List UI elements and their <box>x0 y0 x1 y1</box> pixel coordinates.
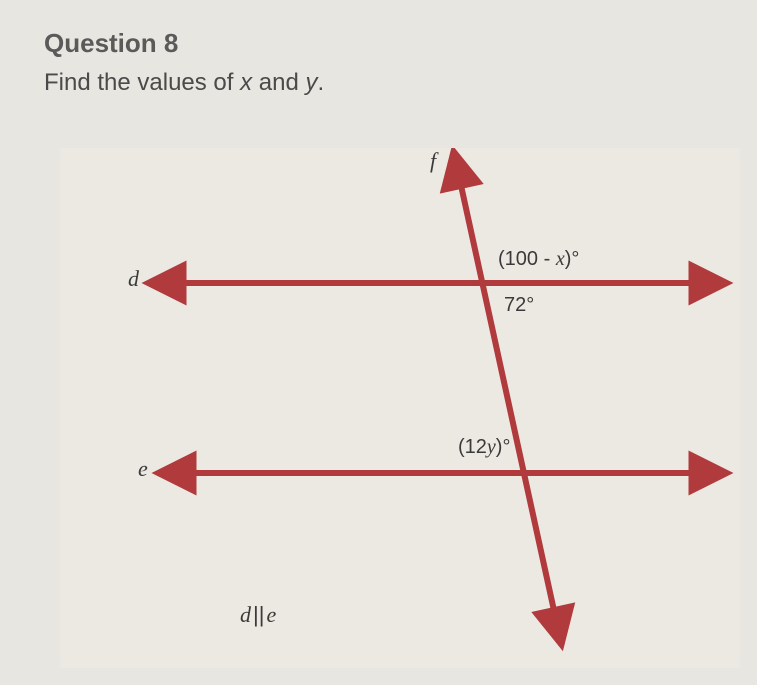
label-e: e <box>138 456 148 482</box>
angle-label-72: 72° <box>504 294 534 317</box>
diagram: d e f (100 - x)° 72° (12y)° d||e <box>60 148 740 668</box>
expr-12y-var: y <box>487 436 496 458</box>
label-d: d <box>128 266 139 292</box>
cond-d: d <box>240 602 251 627</box>
prompt-var-x: x <box>240 69 252 96</box>
prompt-mid: and <box>252 69 305 96</box>
prompt-suffix: . <box>318 69 325 96</box>
angle-label-100-minus-x: (100 - x)° <box>498 248 579 271</box>
cond-bars: || <box>251 602 266 627</box>
question-prompt: Find the values of x and y. <box>44 69 713 97</box>
label-f: f <box>430 148 436 174</box>
line-f <box>455 158 560 638</box>
expr-12y-close: )° <box>496 436 511 458</box>
parallel-condition: d||e <box>240 602 276 628</box>
expr-12y-open: (12 <box>458 436 487 458</box>
page-root: Question 8 Find the values of x and y. d <box>0 0 757 685</box>
prompt-prefix: Find the values of <box>44 69 240 96</box>
expr-close: )° <box>565 248 580 270</box>
angle-label-12y: (12y)° <box>458 436 510 459</box>
question-number: Question 8 <box>44 28 713 59</box>
diagram-svg <box>60 148 740 668</box>
expr-var-x: x <box>556 248 565 270</box>
prompt-var-y: y <box>306 69 318 96</box>
cond-e: e <box>266 602 276 627</box>
expr-open: (100 - <box>498 248 556 270</box>
